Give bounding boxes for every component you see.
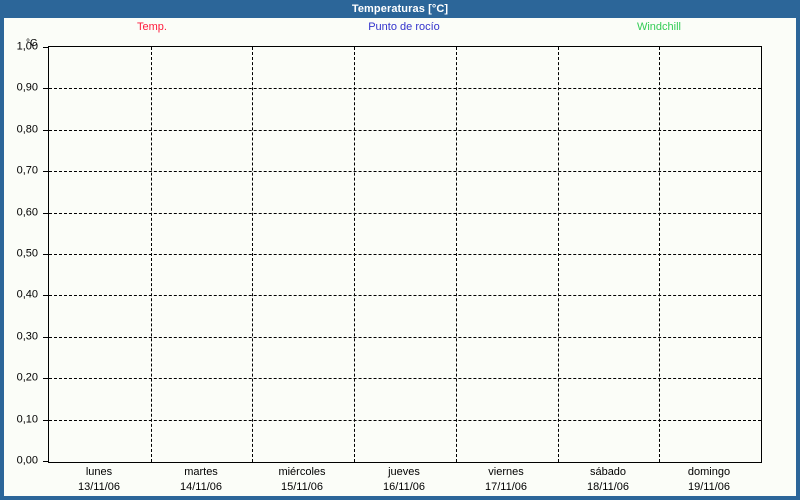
gridline-horizontal	[49, 378, 761, 379]
y-tick-label: 0,30	[16, 330, 38, 343]
x-tick-day: domingo	[687, 466, 731, 478]
gridline-vertical	[151, 47, 152, 462]
gridline-vertical	[558, 47, 559, 462]
gridline-horizontal	[49, 213, 761, 214]
gridline-vertical	[354, 47, 355, 462]
y-axis-unit-label: °C	[26, 38, 38, 49]
gridline-vertical	[456, 47, 457, 462]
legend-label-dewpoint: Punto de rocío	[368, 21, 440, 33]
y-tick-label: 0,80	[16, 123, 38, 136]
y-tick-mark	[43, 461, 48, 462]
y-tick-mark	[43, 88, 48, 89]
x-tick-date: 13/11/06	[77, 481, 120, 493]
y-tick-mark	[43, 130, 48, 131]
y-tick-mark	[43, 337, 48, 338]
chart-legend: Temp. Punto de rocío Windchill	[4, 18, 796, 36]
x-tick-date: 16/11/06	[382, 481, 425, 493]
y-tick-label: 0,90	[16, 81, 38, 94]
gridline-horizontal	[49, 171, 761, 172]
legend-label-windchill: Windchill	[636, 21, 681, 33]
y-tick-label: 0,40	[16, 288, 38, 301]
y-tick-mark	[43, 171, 48, 172]
y-tick-mark	[43, 378, 48, 379]
gridline-horizontal	[49, 88, 761, 89]
gridline-horizontal	[49, 295, 761, 296]
x-tick-day: lunes	[85, 466, 113, 478]
x-tick-day: jueves	[388, 466, 420, 478]
x-tick-date: 14/11/06	[179, 481, 222, 493]
x-tick-date: 19/11/06	[687, 481, 730, 493]
gridline-horizontal	[49, 254, 761, 255]
gridline-horizontal	[49, 130, 761, 131]
y-tick-mark	[43, 295, 48, 296]
gridline-horizontal	[49, 337, 761, 338]
y-tick-label: 0,50	[16, 247, 38, 260]
y-tick-label: 0,70	[16, 164, 38, 177]
y-tick-label: 0,10	[16, 413, 38, 426]
y-tick-mark	[43, 213, 48, 214]
x-tick-date: 18/11/06	[586, 481, 629, 493]
x-tick-day: martes	[184, 466, 218, 478]
x-tick-label: jueves 16/11/06	[353, 465, 455, 495]
y-tick-mark	[43, 420, 48, 421]
x-tick-date: 17/11/06	[484, 481, 527, 493]
x-tick-day: sábado	[589, 466, 627, 478]
legend-label-temp: Temp.	[137, 21, 167, 33]
x-tick-label: viernes 17/11/06	[455, 465, 557, 495]
y-tick-mark	[43, 254, 48, 255]
y-axis: 1,00 0,90 0,80 0,70 0,60 0,50 0,40 0,30 0,20 0,10…	[4, 41, 48, 466]
x-tick-label: domingo 19/11/06	[658, 465, 760, 495]
gridline-vertical	[252, 47, 253, 462]
x-axis: lunes 13/11/06 martes 14/11/06 miércoles 15/1…	[48, 465, 762, 497]
y-tick-label: 0,60	[16, 206, 38, 219]
y-tick-mark	[43, 47, 48, 48]
x-tick-label: martes 14/11/06	[150, 465, 252, 495]
plot-area	[48, 46, 762, 463]
gridline-vertical	[659, 47, 660, 462]
page-title: Temperaturas [°C]	[351, 3, 449, 15]
x-tick-label: lunes 13/11/06	[48, 465, 150, 495]
x-tick-label: miércoles 15/11/06	[251, 465, 353, 495]
legend-item-windchill: Windchill	[594, 21, 724, 34]
window-title-bar: Temperaturas [°C]	[0, 0, 800, 18]
y-tick-label: 0,00	[16, 454, 38, 467]
legend-item-dewpoint: Punto de rocío	[334, 21, 474, 34]
x-tick-day: miércoles	[278, 466, 326, 478]
y-tick-label: 1,00	[16, 40, 38, 53]
gridline-horizontal	[49, 420, 761, 421]
legend-item-temp: Temp.	[92, 21, 212, 34]
x-tick-label: sábado 18/11/06	[557, 465, 659, 495]
y-tick-label: 0,20	[16, 371, 38, 384]
x-tick-date: 15/11/06	[280, 481, 323, 493]
x-tick-day: viernes	[488, 466, 524, 478]
